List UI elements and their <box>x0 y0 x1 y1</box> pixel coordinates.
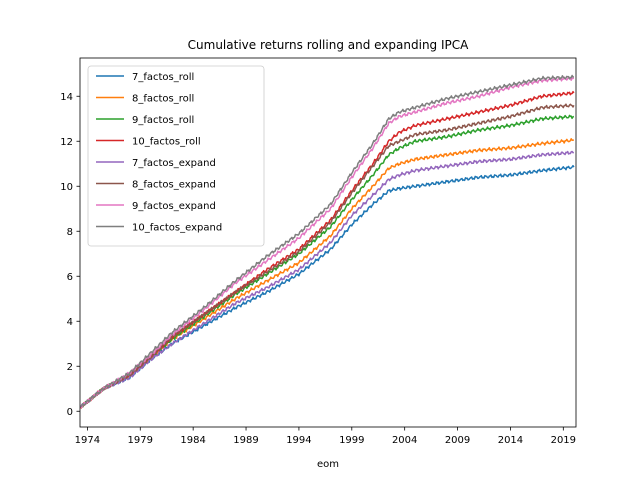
y-tick-label: 12 <box>60 137 73 148</box>
x-tick-label: 2004 <box>392 435 417 446</box>
legend-label-10_factos_roll: 10_factos_roll <box>132 137 201 148</box>
legend-label-9_factos_roll: 9_factos_roll <box>132 115 194 126</box>
y-tick-label: 8 <box>67 227 73 238</box>
x-tick-label: 2014 <box>498 435 523 446</box>
series-line-8_factos_expand <box>81 103 575 408</box>
axes-layer: 1974 1979 1984 1989 1994 1999 2004 2009 2014 2019… <box>60 57 577 446</box>
series-line-7_factos_expand <box>80 150 575 408</box>
x-tick-label: 1979 <box>128 435 153 446</box>
y-tick-label: 4 <box>67 317 73 328</box>
y-tick-label: 2 <box>67 362 73 373</box>
series-line-9_factos_expand <box>80 76 574 409</box>
y-tick-label: 10 <box>60 182 73 193</box>
y-tick-label: 6 <box>67 272 73 283</box>
x-tick-label: 1989 <box>233 435 258 446</box>
y-tick-label: 14 <box>60 92 73 103</box>
legend-label-8_factos_expand: 8_factos_expand <box>132 180 216 191</box>
axes-frame <box>79 57 577 428</box>
legend-label-10_factos_expand: 10_factos_expand <box>132 223 222 234</box>
x-tick-label: 1974 <box>75 435 100 446</box>
x-tick-label: 1999 <box>339 435 364 446</box>
x-axis-label: eom <box>317 459 339 470</box>
legend: 7_factos_roll 8_factos_roll 9_factos_roll 1… <box>87 65 265 247</box>
x-tick-label: 1994 <box>286 435 311 446</box>
legend-box <box>87 65 265 247</box>
legend-label-7_factos_expand: 7_factos_expand <box>132 158 216 169</box>
legend-label-7_factos_roll: 7_factos_roll <box>132 72 194 83</box>
legend-label-8_factos_roll: 8_factos_roll <box>132 94 194 105</box>
x-tick-label: 1984 <box>180 435 205 446</box>
chart-title: Cumulative returns rolling and expanding… <box>188 38 469 52</box>
series-layer <box>80 74 575 409</box>
legend-label-9_factos_expand: 9_factos_expand <box>132 201 216 212</box>
y-tick-label: 0 <box>67 407 73 418</box>
series-line-10_factos_expand <box>80 74 575 408</box>
x-tick-label: 2009 <box>445 435 470 446</box>
x-tick-label: 2019 <box>551 435 576 446</box>
